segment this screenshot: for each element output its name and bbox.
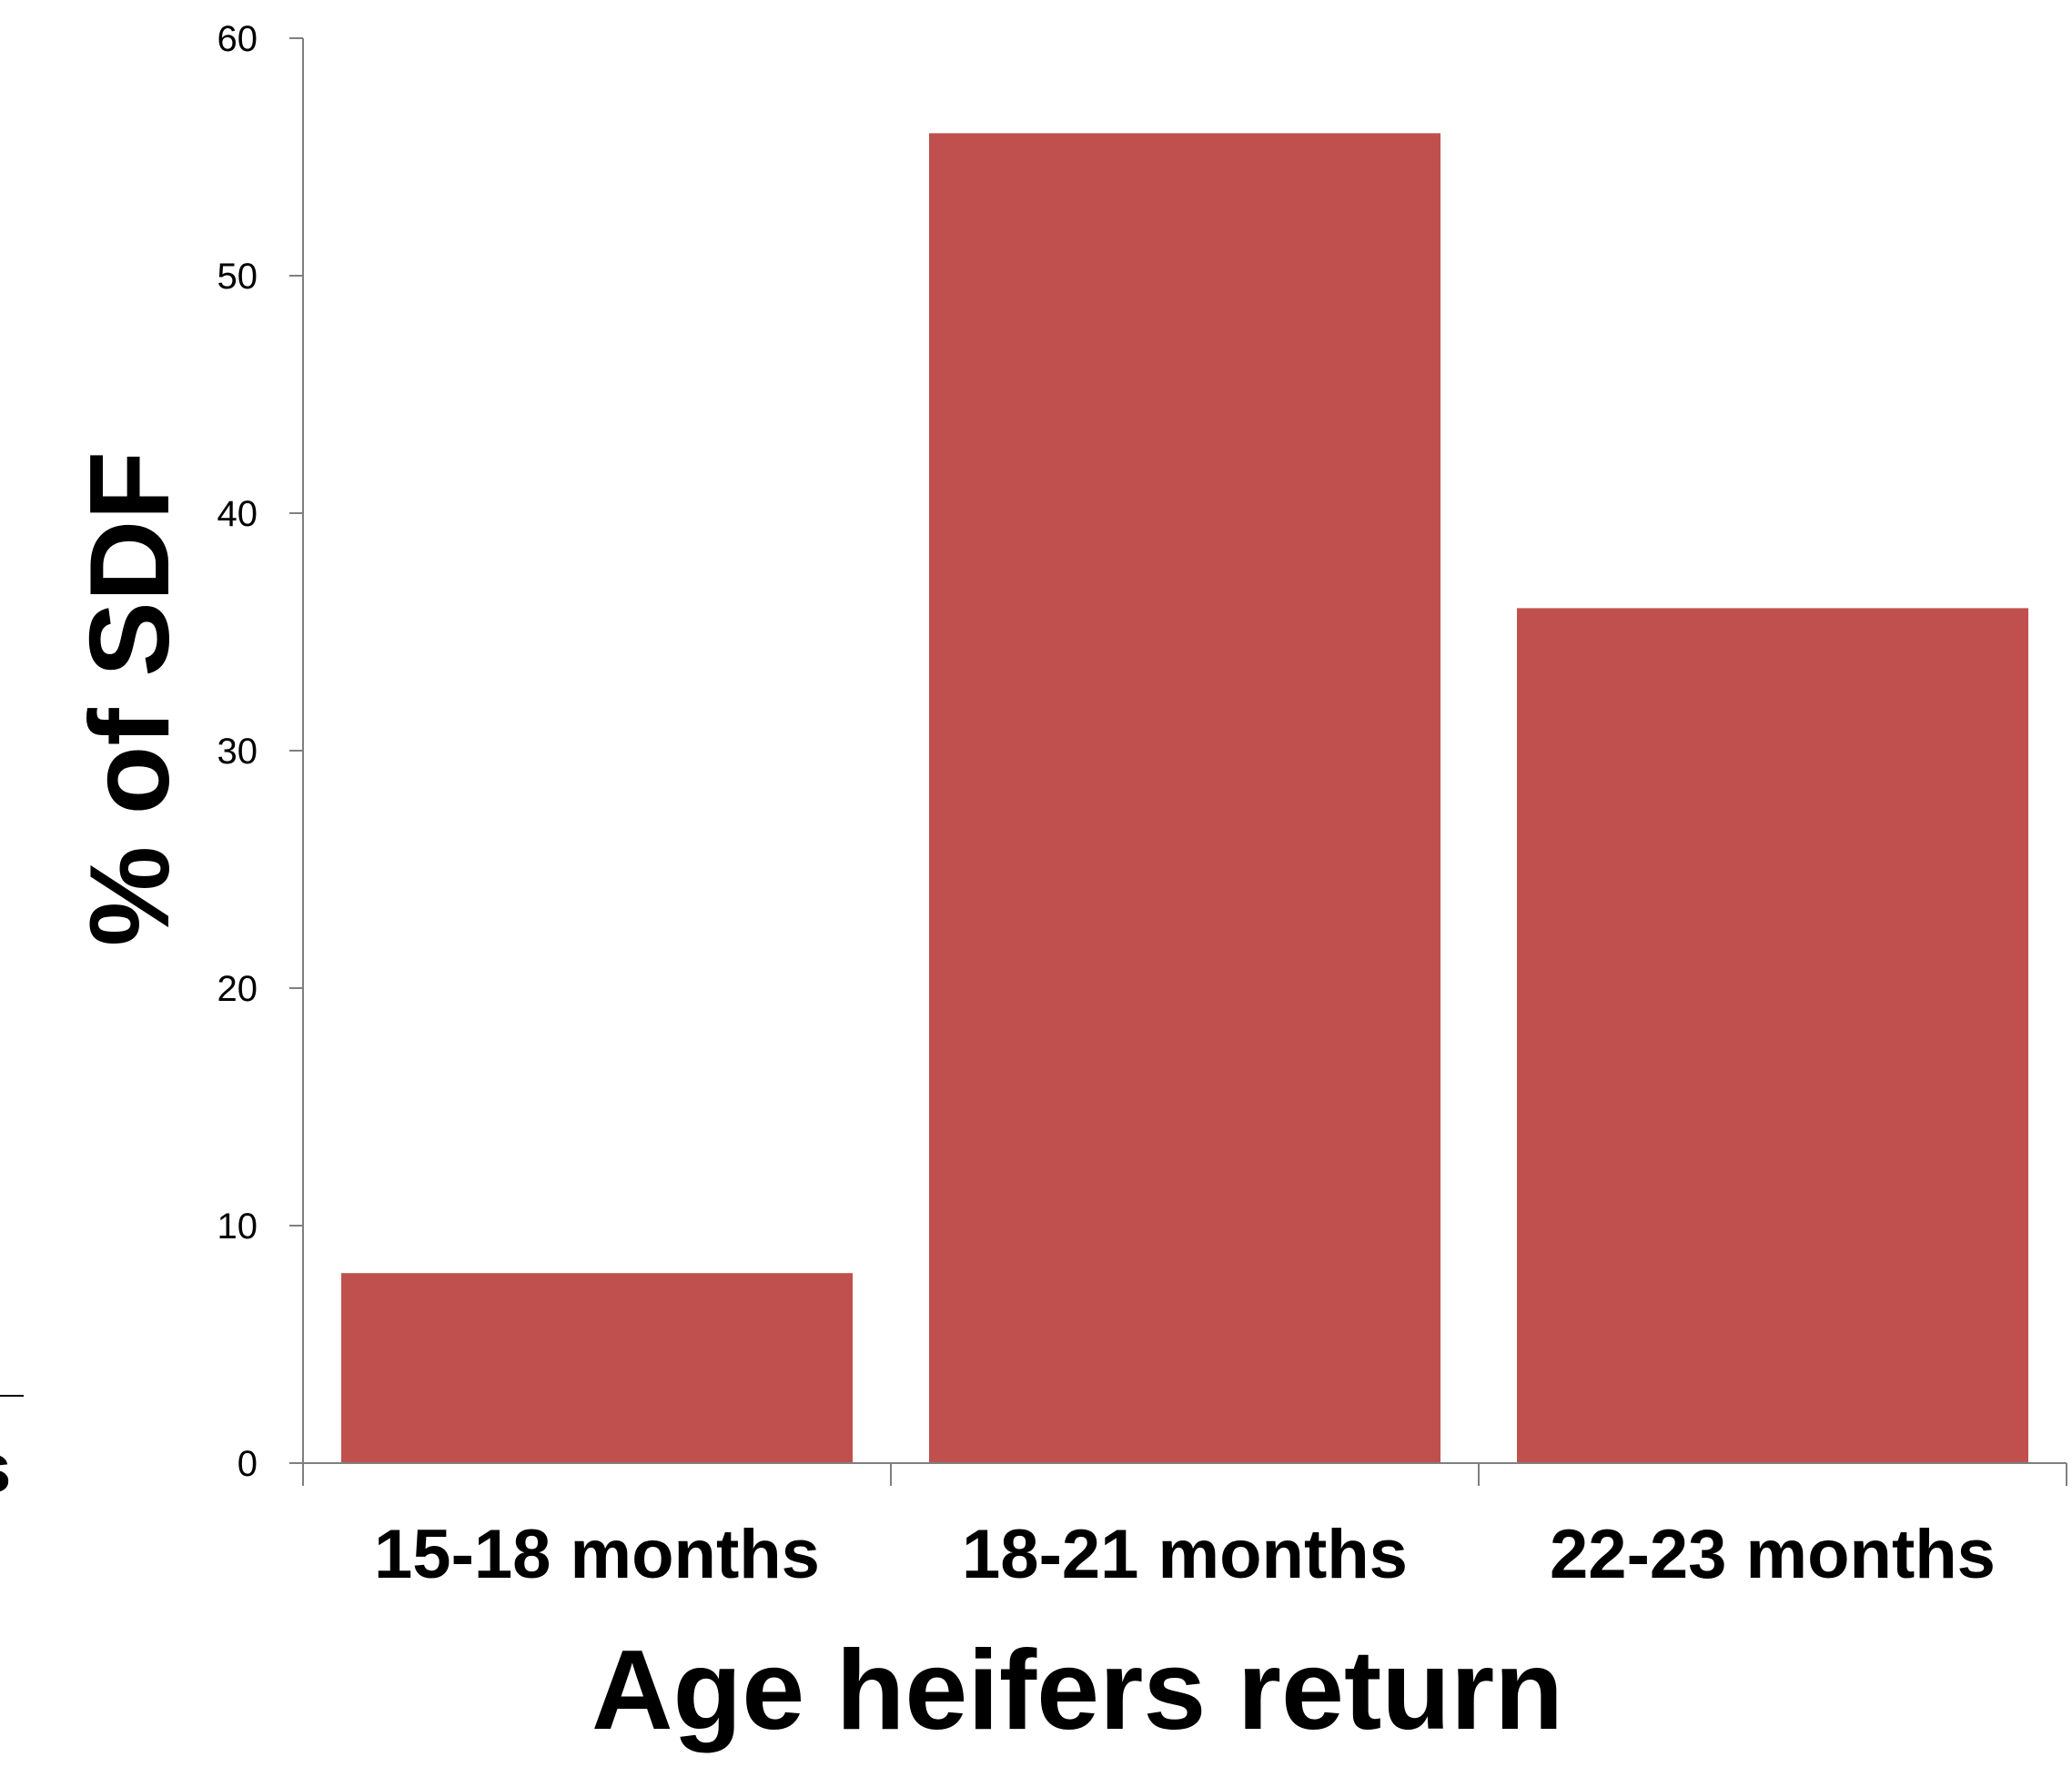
y-tick-label-0: 0	[238, 1444, 258, 1484]
x-category-label-1: 15-18 months	[374, 1516, 820, 1593]
y-tick-label-40: 40	[217, 494, 258, 534]
x-categories-group: 15-18 months 18-21 months 22-23 months	[374, 1516, 1996, 1593]
bar-1	[340, 1273, 854, 1463]
x-axis-label: Age heifers return	[591, 1628, 1563, 1753]
left-edge-fragment: s	[0, 1395, 24, 1508]
y-tick-label-60: 60	[217, 19, 258, 59]
y-tick-label-10: 10	[217, 1207, 258, 1247]
y-ticks-group: 0 10 20 30 40 50 60	[217, 19, 303, 1484]
y-tick-label-50: 50	[217, 257, 258, 297]
bar-3	[1516, 608, 2029, 1463]
x-category-label-2: 18-21 months	[962, 1516, 1408, 1593]
y-tick-label-30: 30	[217, 732, 258, 772]
y-tick-label-20: 20	[217, 969, 258, 1009]
bars-group	[340, 133, 2029, 1463]
fragment-glyph: s	[0, 1430, 11, 1508]
x-category-label-3: 22-23 months	[1550, 1516, 1996, 1593]
y-axis-label: % of SDF	[67, 451, 193, 946]
bar-2	[928, 133, 1441, 1463]
